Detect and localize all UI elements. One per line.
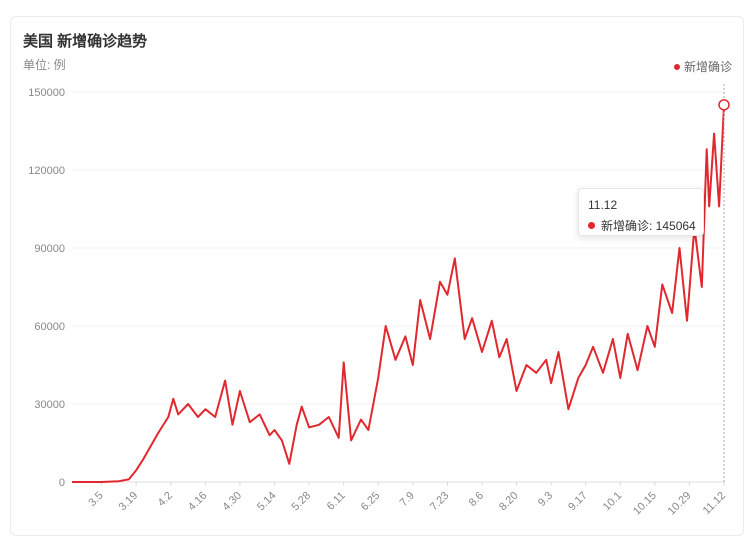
x-tick-label: 9.3 [536, 490, 555, 509]
x-tick-label: 7.9 [398, 490, 417, 509]
y-tick-label: 60000 [34, 321, 65, 333]
x-tick-label: 10.29 [666, 490, 694, 518]
y-tick-label: 0 [59, 477, 65, 489]
x-tick-label: 6.11 [325, 490, 348, 513]
x-tick-label: 6.25 [359, 490, 383, 514]
legend[interactable]: 新增确诊 [673, 58, 732, 75]
y-tick-label: 30000 [34, 399, 65, 411]
x-tick-label: 8.6 [467, 490, 486, 509]
chart-card [10, 16, 744, 536]
x-tick-label: 4.2 [156, 490, 175, 509]
x-tick-label: 7.23 [428, 490, 452, 514]
x-tick-label: 11.12 [701, 490, 728, 517]
tooltip-marker-icon [588, 222, 595, 229]
x-tick-label: 5.14 [255, 490, 279, 514]
series-line [72, 104, 725, 483]
x-tick-label: 3.19 [117, 490, 141, 514]
y-tick-label: 90000 [34, 243, 65, 255]
y-tick-label: 150000 [28, 87, 65, 99]
tooltip-row: 新增确诊: 145064 [588, 217, 696, 234]
x-tick-label: 5.28 [290, 490, 314, 514]
y-tick-label: 120000 [28, 165, 65, 177]
chart-title: 美国 新增确诊趋势 [23, 33, 148, 50]
highlight-point [718, 99, 730, 111]
tooltip: 11.12 新增确诊: 145064 [578, 188, 704, 236]
line-chart[interactable]: 0 30000 60000 90000 120000 150000 3.5 3.19 4.2 4.… [0, 0, 750, 523]
legend-marker-icon [673, 63, 680, 70]
x-tick-label: 10.15 [631, 490, 659, 518]
x-tick-label: 4.16 [186, 490, 210, 514]
x-tick-label: 4.30 [220, 490, 244, 514]
x-tick-label: 9.17 [566, 490, 590, 514]
tooltip-value: 新增确诊: 145064 [601, 219, 696, 233]
x-tick-label: 3.5 [86, 490, 105, 509]
unit-label: 单位: 例 [23, 58, 66, 72]
x-tick-label: 10.1 [601, 490, 625, 514]
legend-label: 新增确诊 [683, 60, 732, 74]
tooltip-date: 11.12 [588, 198, 618, 212]
x-tick-label: 8.20 [497, 490, 521, 514]
